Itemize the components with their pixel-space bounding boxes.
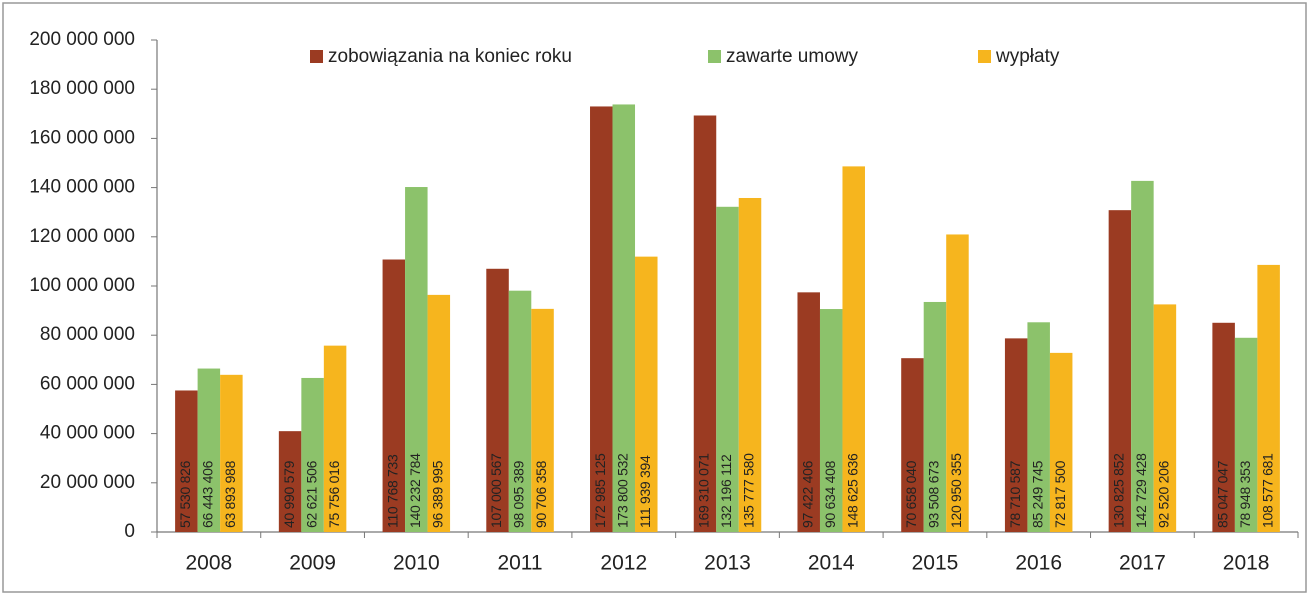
x-tick-label: 2013	[704, 552, 751, 575]
bar	[1153, 304, 1177, 532]
bar	[301, 377, 324, 532]
y-tick-label: 0	[124, 521, 135, 542]
bar	[382, 259, 406, 532]
value-label: 169 310 071	[696, 453, 712, 528]
value-label: 92 520 206	[1156, 460, 1172, 528]
value-label: 63 893 988	[222, 460, 238, 528]
bar	[197, 368, 221, 532]
bar	[1027, 322, 1050, 532]
bar	[590, 106, 613, 532]
value-label: 70 658 040	[903, 460, 919, 528]
x-tick-label: 2009	[289, 552, 336, 575]
bar	[1212, 322, 1235, 532]
bar	[323, 345, 347, 532]
x-tick-label: 2008	[186, 552, 233, 575]
value-label: 57 530 826	[177, 460, 193, 528]
value-label: 148 625 636	[844, 453, 860, 528]
y-tick-label: 160 000 000	[29, 127, 135, 148]
value-label: 62 621 506	[303, 460, 319, 528]
bar	[946, 234, 969, 532]
legend-label: zawarte umowy	[726, 46, 858, 67]
y-tick-label: 140 000 000	[29, 177, 135, 198]
value-label: 173 800 532	[614, 453, 630, 528]
bar	[923, 301, 947, 532]
x-tick-label: 2018	[1223, 552, 1270, 575]
legend-swatch	[310, 50, 323, 63]
bar	[1004, 338, 1028, 532]
value-label: 90 634 408	[822, 460, 838, 528]
value-label: 135 777 580	[741, 453, 757, 528]
value-label: 78 710 587	[1007, 460, 1023, 528]
legend-label: zobowiązania na koniec roku	[328, 46, 572, 67]
bar	[1234, 337, 1258, 532]
value-label: 72 817 500	[1052, 460, 1068, 528]
value-label: 142 729 428	[1133, 453, 1149, 528]
bar	[635, 256, 658, 532]
y-tick-label: 200 000 000	[29, 29, 135, 50]
bar	[405, 187, 428, 532]
y-tick-label: 80 000 000	[40, 324, 135, 345]
bar	[819, 309, 843, 532]
bar	[612, 104, 636, 533]
value-label: 96 389 995	[430, 460, 446, 528]
bar	[901, 358, 924, 532]
value-label: 111 939 394	[637, 455, 653, 528]
bar	[1108, 210, 1132, 533]
bar	[693, 115, 717, 532]
y-tick-label: 180 000 000	[29, 78, 135, 99]
bar	[427, 294, 451, 532]
bar	[1257, 264, 1280, 532]
bar	[842, 166, 865, 533]
value-label: 98 095 389	[511, 460, 527, 528]
bar	[738, 197, 762, 532]
x-tick-label: 2017	[1119, 552, 1166, 575]
y-tick-label: 120 000 000	[29, 226, 135, 247]
bar	[797, 292, 820, 532]
x-tick-label: 2015	[912, 552, 959, 575]
bar	[1049, 352, 1073, 532]
value-label: 66 443 406	[200, 460, 216, 528]
bar	[531, 308, 554, 532]
bar	[175, 390, 198, 532]
bar	[508, 290, 532, 532]
legend-swatch	[978, 50, 991, 63]
value-label: 85 249 745	[1029, 460, 1045, 528]
legend-label: wypłaty	[995, 46, 1060, 67]
value-label: 90 706 358	[533, 460, 549, 528]
y-tick-label: 20 000 000	[40, 472, 135, 493]
x-tick-label: 2014	[808, 552, 855, 575]
value-label: 132 196 112	[718, 454, 734, 528]
value-label: 40 990 579	[281, 460, 297, 528]
bar	[278, 431, 302, 532]
legend-swatch	[708, 50, 721, 63]
value-label: 97 422 406	[799, 460, 815, 528]
x-tick-label: 2011	[497, 552, 542, 575]
value-label: 93 508 673	[926, 460, 942, 528]
y-tick-label: 100 000 000	[29, 275, 135, 296]
value-label: 172 985 125	[592, 453, 608, 528]
value-label: 85 047 047	[1214, 460, 1230, 528]
value-label: 140 232 784	[407, 453, 423, 528]
x-tick-label: 2016	[1015, 552, 1062, 575]
value-label: 120 950 355	[948, 453, 964, 528]
value-label: 108 577 681	[1259, 453, 1275, 528]
x-tick-label: 2012	[600, 552, 647, 575]
y-tick-label: 40 000 000	[40, 423, 135, 444]
bar	[486, 268, 509, 532]
x-tick-label: 2010	[393, 552, 440, 575]
value-label: 75 756 016	[326, 460, 342, 528]
value-label: 110 768 733	[385, 454, 401, 528]
value-label: 130 825 852	[1111, 453, 1127, 528]
bar	[1131, 180, 1154, 532]
value-label: 107 000 567	[488, 453, 504, 528]
y-tick-label: 60 000 000	[40, 373, 135, 394]
bar	[716, 206, 739, 533]
value-label: 78 948 353	[1237, 460, 1253, 528]
bar	[220, 374, 243, 532]
